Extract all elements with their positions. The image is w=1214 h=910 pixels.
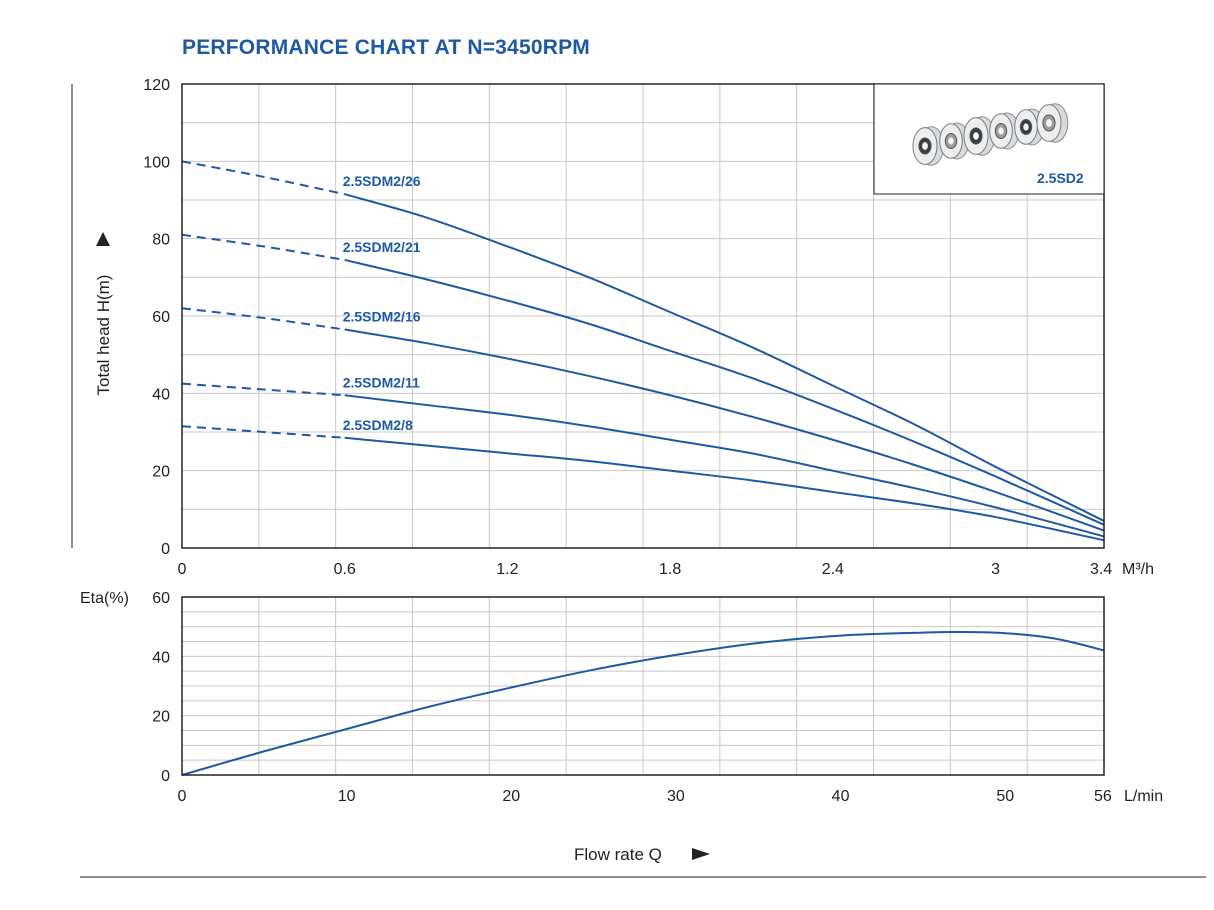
x-tick-label: 10 xyxy=(338,788,356,805)
decorations: Flow rate Q xyxy=(71,84,1206,878)
inset-label: 2.5SD2 xyxy=(1037,170,1084,186)
curve-dashed-segment xyxy=(181,425,345,439)
impeller-bore xyxy=(998,127,1004,135)
head-curves: 2.5SDM2/26 2.5SDM2/21 2.5SDM2/16 2.5SDM2/11… xyxy=(181,160,1105,542)
impeller-bore xyxy=(922,142,928,150)
curve-label: 2.5SDM2/16 xyxy=(343,309,421,325)
y-tick-label: 60 xyxy=(152,590,170,607)
x-tick-label: 0 xyxy=(178,561,187,578)
y-tick-label: 20 xyxy=(152,464,170,481)
x-tick-label: 2.4 xyxy=(822,561,844,578)
impeller-bore xyxy=(973,132,979,140)
x-tick-label: 56 xyxy=(1094,788,1112,805)
x-tick-label: 1.2 xyxy=(496,561,518,578)
curve-line xyxy=(344,328,1105,532)
y-tick-label: 100 xyxy=(143,154,170,171)
y-tick-label: 0 xyxy=(161,541,170,558)
x-tick-label: 30 xyxy=(667,788,685,805)
x-tick-label: 3.4 xyxy=(1090,561,1112,578)
impeller-bore xyxy=(1023,123,1029,131)
y-tick-label: 0 xyxy=(161,768,170,785)
impeller-stack-image xyxy=(912,103,1069,166)
y-axis-title: Total head H(m) xyxy=(94,275,113,396)
x-tick-label: 50 xyxy=(996,788,1014,805)
x-tick-label: 1.8 xyxy=(659,561,681,578)
efficiency-line xyxy=(181,630,1105,776)
y-tick-label: 40 xyxy=(152,649,170,666)
curve-label: 2.5SDM2/21 xyxy=(343,239,421,255)
x-tick-label: 0.6 xyxy=(334,561,356,578)
impeller-bore xyxy=(1046,119,1052,127)
x-tick-label: 0 xyxy=(178,788,187,805)
chart-title: PERFORMANCE CHART AT N=3450RPM xyxy=(182,36,590,59)
x-axis-unit: L/min xyxy=(1124,788,1163,805)
impeller-inset: 2.5SD2 xyxy=(873,83,1105,195)
curve-label: 2.5SDM2/26 xyxy=(343,173,421,189)
curve-dashed-segment xyxy=(181,160,345,196)
x-tick-label: 3 xyxy=(991,561,1000,578)
y-tick-label: 40 xyxy=(152,386,170,403)
curve-dashed-segment xyxy=(181,233,345,261)
efficiency-curve xyxy=(181,630,1105,776)
impeller-bore xyxy=(948,137,954,145)
right-arrow-icon xyxy=(692,848,710,860)
x-tick-label: 20 xyxy=(502,788,520,805)
efficiency-chart-grid xyxy=(182,597,1104,775)
y-tick-label: 80 xyxy=(152,232,170,249)
curve-label: 2.5SDM2/8 xyxy=(343,417,413,433)
y-tick-label: 20 xyxy=(152,709,170,726)
flow-rate-label: Flow rate Q xyxy=(574,845,662,864)
plot-frame xyxy=(181,596,1105,776)
y-tick-label: 60 xyxy=(152,309,170,326)
x-tick-label: 40 xyxy=(832,788,850,805)
y-axis-title: Eta(%) xyxy=(80,590,129,607)
up-arrow-icon xyxy=(96,232,110,246)
curve-dashed-segment xyxy=(181,382,345,397)
curve-dashed-segment xyxy=(181,307,345,331)
curve-label: 2.5SDM2/11 xyxy=(343,374,420,390)
curve-line xyxy=(344,394,1105,538)
efficiency-chart-axes: 0 20 40 60 0 10 20 30 40 50 56 L/min Eta(%) xyxy=(80,590,1163,805)
curve-line xyxy=(344,258,1105,526)
curve-line xyxy=(344,436,1105,542)
plot-frame xyxy=(181,83,1105,549)
y-tick-label: 120 xyxy=(143,77,170,94)
x-axis-unit: M³/h xyxy=(1122,561,1154,578)
curve-line xyxy=(344,193,1105,522)
head-chart-axes: 0 20 40 60 80 100 120 0 0.6 1.2 1.8 2.4 3 3.4 M³/h Tota… xyxy=(94,77,1154,578)
